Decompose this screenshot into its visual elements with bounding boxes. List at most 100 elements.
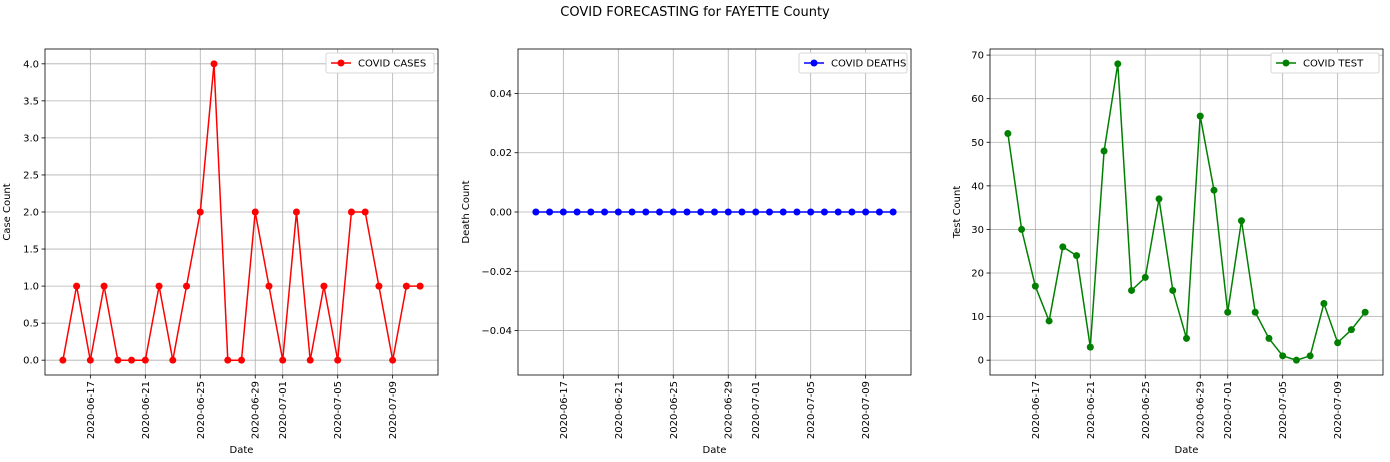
data-point	[347, 208, 355, 216]
data-point	[238, 356, 245, 364]
data-point	[251, 208, 259, 216]
data-point	[114, 356, 122, 364]
data-point	[1210, 186, 1218, 194]
data-point	[642, 208, 650, 216]
subplot-deaths: −0.04 −0.02 0.00 0.02 0.04 2020-06-17 2020-06-…	[461, 48, 912, 456]
x-tick-label: 2020-07-05	[1278, 381, 1289, 439]
data-point	[141, 356, 149, 364]
data-point	[1155, 195, 1163, 203]
x-tick-label: 2020-06-25	[196, 381, 207, 439]
data-point	[86, 356, 94, 364]
x-tick-label: 2020-06-21	[1086, 381, 1097, 439]
data-point	[1141, 273, 1149, 281]
data-point	[1086, 343, 1094, 351]
x-tick-label: 2020-06-25	[1141, 381, 1152, 439]
y-tick-label: 0.04	[490, 89, 512, 100]
data-point	[628, 208, 636, 216]
y-axis-label: Test Count	[952, 186, 963, 240]
data-point	[546, 208, 554, 216]
y-axis-label: Death Count	[461, 180, 472, 243]
y-tick-label: 1.0	[23, 282, 39, 293]
data-point	[1059, 243, 1067, 251]
y-tick-label: 0.0	[23, 356, 39, 367]
data-point	[875, 208, 883, 216]
data-point	[669, 208, 677, 216]
data-point	[100, 282, 108, 290]
legend-frame	[798, 52, 908, 74]
y-tick-label: 0.5	[23, 319, 39, 330]
y-tick-label: −0.04	[481, 326, 512, 337]
data-point	[389, 356, 397, 364]
data-point	[711, 208, 718, 216]
legend: COVID TEST	[1270, 52, 1380, 74]
x-tick-label: 2020-06-21	[141, 381, 152, 439]
data-point	[1128, 286, 1136, 294]
data-point	[224, 356, 232, 364]
y-tick-label: 0.02	[490, 148, 512, 159]
data-point	[683, 208, 691, 216]
data-point	[1183, 334, 1190, 342]
data-point	[601, 208, 609, 216]
data-point	[573, 208, 581, 216]
y-tick-label: 70	[971, 51, 984, 62]
subplot-tests: 0 10 20 30 40 50 60 70 2020-06-17 2020-06-21 2020-…	[952, 48, 1384, 456]
data-point	[1073, 252, 1081, 260]
axes-frame	[989, 48, 1384, 376]
data-point	[779, 208, 787, 216]
y-tick-label: 3.5	[23, 96, 39, 107]
data-point	[1031, 282, 1039, 290]
data-point	[73, 282, 81, 290]
data-point	[128, 356, 136, 364]
x-tick-label: 2020-07-09	[1333, 381, 1344, 439]
x-tick-label: 2020-07-01	[751, 381, 762, 439]
data-point	[334, 356, 342, 364]
legend-label: COVID DEATHS	[831, 59, 906, 70]
x-tick-label: 2020-06-17	[86, 381, 97, 439]
data-point	[320, 282, 328, 290]
data-point	[292, 208, 300, 216]
x-axis-label: Date	[703, 445, 727, 456]
data-point	[587, 208, 595, 216]
data-point	[1100, 147, 1108, 155]
data-point	[697, 208, 705, 216]
legend-marker	[810, 59, 818, 67]
x-tick-label: 2020-07-09	[388, 381, 399, 439]
data-point	[862, 208, 870, 216]
data-point	[848, 208, 856, 216]
data-point	[1114, 60, 1122, 68]
legend-label: COVID CASES	[358, 59, 426, 70]
y-tick-label: 0	[978, 356, 984, 367]
data-point	[279, 356, 287, 364]
data-point	[210, 60, 218, 68]
y-tick-label: 4.0	[23, 59, 39, 70]
y-axis-label: Case Count	[2, 183, 13, 240]
data-point	[1347, 326, 1355, 334]
data-point	[834, 208, 842, 216]
data-point	[1265, 334, 1273, 342]
legend: COVID DEATHS	[798, 52, 908, 74]
data-point	[1251, 308, 1259, 316]
data-point	[1279, 352, 1287, 360]
data-point	[1292, 356, 1300, 364]
x-axis-label: Date	[1175, 445, 1199, 456]
data-point	[361, 208, 369, 216]
data-point	[1196, 112, 1204, 120]
data-point	[59, 356, 67, 364]
legend: COVID CASES	[325, 52, 435, 74]
x-tick-label: 2020-07-05	[806, 381, 817, 439]
data-point	[820, 208, 828, 216]
axes-frame	[44, 48, 439, 376]
x-tick-label: 2020-06-25	[669, 381, 680, 439]
y-tick-label: 50	[971, 138, 984, 149]
data-point	[1320, 300, 1328, 308]
data-point	[1045, 317, 1053, 325]
x-tick-label: 2020-06-17	[559, 381, 570, 439]
x-axis-label: Date	[230, 445, 254, 456]
y-tick-label: 30	[971, 225, 984, 236]
data-point	[1334, 339, 1342, 347]
data-point	[656, 208, 664, 216]
data-point	[196, 208, 204, 216]
legend-frame	[1270, 52, 1380, 74]
data-point	[1018, 225, 1026, 233]
y-tick-label: 2.0	[23, 208, 39, 219]
